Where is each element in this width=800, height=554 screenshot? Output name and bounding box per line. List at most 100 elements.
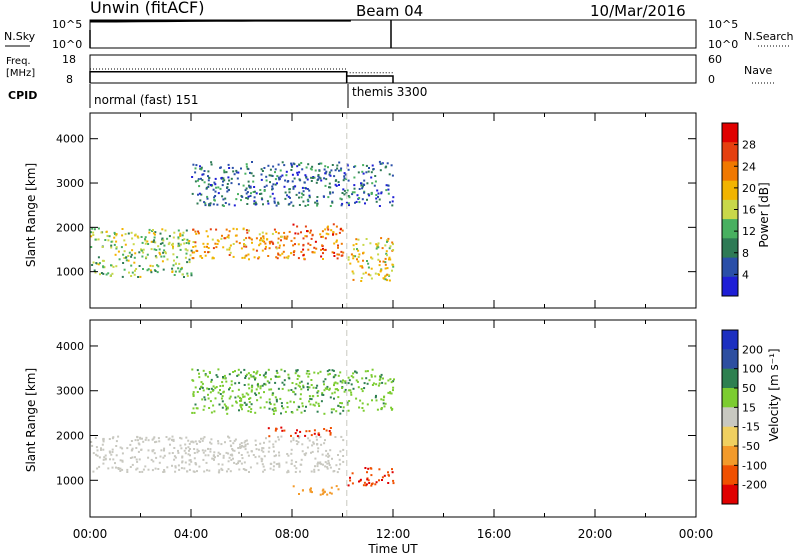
scatter-cell (226, 412, 229, 415)
scatter-cell (187, 446, 190, 449)
scatter-cell (231, 449, 234, 452)
scatter-cell (292, 244, 295, 247)
scatter-cell (361, 187, 364, 190)
scatter-cell (298, 163, 301, 166)
scatter-cell (276, 175, 279, 178)
scatter-cell (190, 460, 193, 463)
scatter-cell (239, 447, 242, 449)
scatter-cell (244, 244, 247, 247)
scatter-cell (278, 178, 281, 181)
scatter-cell (320, 255, 323, 258)
scatter-cell (304, 225, 307, 228)
scatter-cell (233, 173, 236, 176)
scatter-cell (211, 256, 214, 259)
scatter-cell (177, 236, 180, 239)
scatter-cell (134, 269, 136, 272)
scatter-cell (121, 468, 124, 471)
scatter-cell (210, 442, 213, 445)
scatter-cell (126, 471, 129, 473)
scatter-cell (323, 412, 326, 415)
scatter-cell (161, 228, 164, 231)
scatter-cell (296, 429, 298, 432)
scatter-cell (207, 251, 210, 254)
scatter-cell (180, 437, 183, 440)
scatter-cell (163, 447, 166, 450)
scatter-cell (173, 458, 176, 461)
scatter-cell (275, 398, 278, 401)
scatter-cell (240, 406, 243, 409)
scatter-cell (218, 469, 221, 472)
scatter-cell (183, 449, 186, 452)
scatter-cell (273, 197, 276, 200)
scatter-cell (322, 380, 325, 383)
scatter-cell (363, 184, 366, 186)
scatter-cell (332, 376, 335, 379)
scatter-cell (144, 236, 147, 239)
scatter-cell (265, 401, 268, 404)
scatter-cell (384, 275, 387, 278)
scatter-cell (292, 437, 295, 440)
scatter-cell (284, 179, 287, 182)
scatter-cell (298, 436, 300, 439)
scatter-cell (304, 235, 307, 238)
scatter-cell (321, 489, 324, 492)
scatter-cell (272, 468, 275, 471)
scatter-cell (318, 405, 321, 407)
scatter-cell (300, 196, 303, 199)
scatter-cell (106, 234, 109, 237)
scatter-cell (192, 391, 195, 394)
scatter-cell (248, 398, 251, 400)
scatter-cell (329, 449, 332, 452)
scatter-cell (237, 395, 240, 398)
scatter-cell (144, 465, 147, 468)
scatter-cell (302, 193, 305, 196)
scatter-cell (328, 387, 331, 390)
scatter-cell (253, 190, 256, 193)
scatter-cell (212, 188, 215, 191)
scatter-cell (207, 447, 209, 450)
scatter-cell (174, 466, 177, 469)
scatter-cell (267, 255, 270, 257)
scatter-cell (268, 440, 271, 443)
scatter-cell (343, 175, 346, 178)
scatter-cell (354, 370, 357, 373)
scatter-cell (147, 456, 150, 459)
scatter-cell (386, 240, 388, 243)
scatter-cell (390, 392, 393, 395)
scatter-cell (283, 370, 286, 373)
scatter-cell (385, 184, 388, 187)
scatter-cell (310, 434, 313, 437)
scatter-cell (359, 478, 362, 481)
scatter-cell (337, 488, 340, 491)
scatter-cell (324, 184, 327, 187)
scatter-cell (130, 231, 133, 234)
scatter-cell (203, 181, 206, 184)
scatter-cell (337, 389, 340, 392)
scatter-cell (264, 383, 267, 386)
scatter-cell (321, 393, 324, 396)
colorbar-tick-label: 20 (742, 182, 756, 195)
scatter-cell (265, 371, 267, 374)
scatter-cell (228, 248, 231, 251)
scatter-cell (286, 471, 289, 474)
scatter-cell (232, 243, 235, 245)
scatter-cell (245, 245, 248, 248)
scatter-cell (169, 443, 171, 446)
scatter-cell (196, 451, 199, 454)
scatter-cell (186, 238, 189, 241)
scatter-cell (164, 252, 167, 255)
scatter-cell (160, 255, 163, 258)
scatter-cell (194, 230, 197, 233)
scatter-cell (329, 433, 332, 436)
scatter-cell (319, 370, 322, 373)
scatter-cell (189, 454, 191, 457)
scatter-cell (355, 371, 358, 374)
scatter-cell (246, 197, 249, 200)
power-ylabel: Slant Range [km] (24, 163, 38, 267)
scatter-cell (311, 450, 314, 453)
scatter-cell (294, 432, 297, 435)
scatter-cell (269, 242, 271, 245)
scatter-cell (185, 252, 188, 255)
scatter-cell (271, 175, 274, 177)
scatter-cell (161, 260, 164, 263)
